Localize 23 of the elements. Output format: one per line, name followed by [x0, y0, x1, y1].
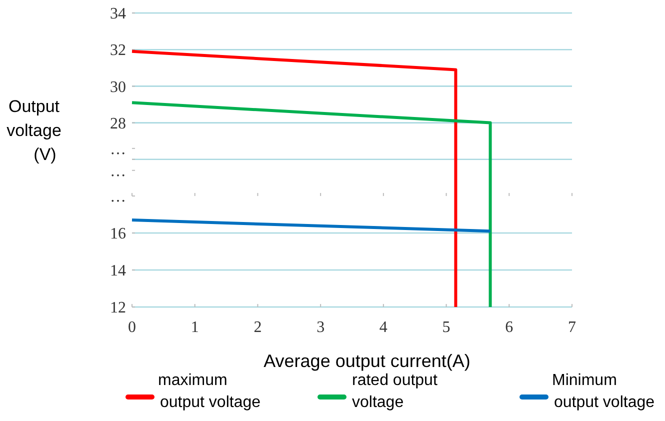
y-tick-label: … — [110, 188, 126, 206]
y-tick-label: 32 — [110, 42, 126, 60]
y-tick-label: 34 — [110, 6, 126, 23]
legend-label: rated output voltage — [352, 372, 438, 411]
y-tick-label: 12 — [110, 300, 126, 317]
x-tick-label: 1 — [190, 319, 199, 336]
y-tick-label: 28 — [110, 115, 126, 132]
legend-label: Minimum output voltage — [552, 372, 655, 411]
x-tick-label: 4 — [379, 319, 388, 336]
x-tick-label: 2 — [254, 319, 262, 336]
x-tick-label: 5 — [442, 319, 450, 336]
x-tick-label: 3 — [316, 319, 325, 336]
y-axis-title: Output voltage (V) — [6, 97, 62, 164]
legend-label: maximum output voltage — [158, 372, 261, 411]
y-tick-label: 14 — [110, 262, 126, 280]
y-tick-label: 30 — [110, 78, 126, 96]
x-tick-label: 0 — [128, 319, 136, 336]
x-tick-label: 6 — [505, 319, 514, 336]
x-axis-title: Average output current(A) — [264, 351, 470, 371]
x-tick-label: 7 — [568, 319, 576, 336]
y-tick-label: … — [110, 162, 126, 180]
y-tick-label: … — [110, 141, 126, 158]
y-tick-label: 16 — [110, 226, 126, 243]
